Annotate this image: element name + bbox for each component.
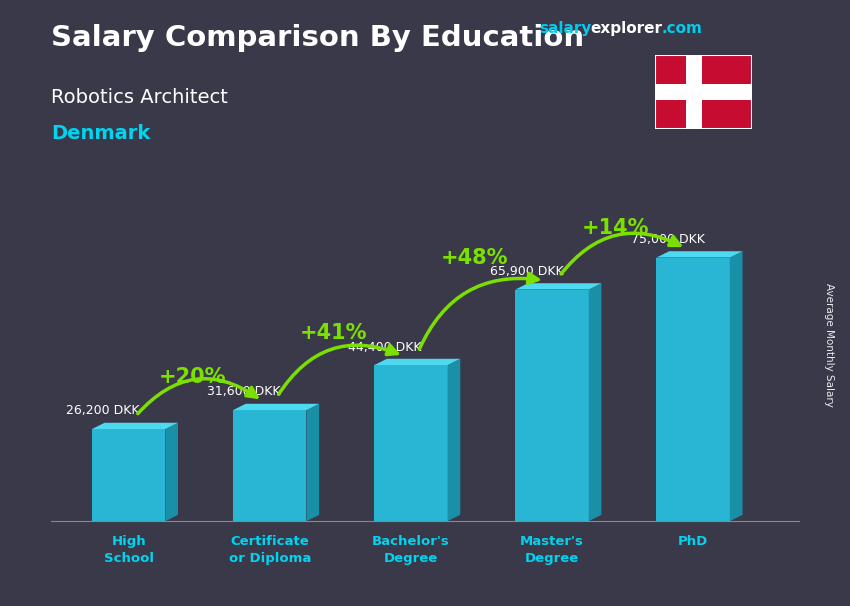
Text: Robotics Architect: Robotics Architect (51, 88, 228, 107)
Text: salary: salary (540, 21, 592, 36)
Polygon shape (233, 410, 307, 521)
Bar (654, 84, 752, 101)
Polygon shape (92, 429, 165, 521)
Text: Salary Comparison By Education: Salary Comparison By Education (51, 24, 584, 52)
Text: 65,900 DKK: 65,900 DKK (490, 265, 564, 278)
Polygon shape (233, 404, 319, 410)
Polygon shape (515, 283, 602, 290)
Text: explorer: explorer (591, 21, 663, 36)
Polygon shape (730, 251, 743, 521)
Text: Denmark: Denmark (51, 124, 150, 143)
Polygon shape (448, 359, 461, 521)
Text: Average Monthly Salary: Average Monthly Salary (824, 284, 834, 407)
FancyArrowPatch shape (419, 273, 538, 349)
Polygon shape (656, 258, 730, 521)
Text: +48%: +48% (440, 248, 508, 268)
Text: 75,000 DKK: 75,000 DKK (631, 233, 705, 246)
Bar (686, 55, 702, 130)
Polygon shape (165, 423, 178, 521)
Polygon shape (515, 290, 589, 521)
FancyArrowPatch shape (279, 345, 397, 395)
Polygon shape (92, 423, 178, 429)
Text: +14%: +14% (581, 218, 649, 238)
Text: 26,200 DKK: 26,200 DKK (66, 404, 139, 418)
Polygon shape (589, 283, 602, 521)
Polygon shape (374, 365, 448, 521)
Text: 44,400 DKK: 44,400 DKK (348, 341, 422, 353)
Text: +41%: +41% (299, 323, 367, 343)
FancyArrowPatch shape (561, 233, 680, 274)
Text: +20%: +20% (158, 367, 226, 387)
Text: .com: .com (661, 21, 702, 36)
Polygon shape (374, 359, 461, 365)
Polygon shape (656, 251, 743, 258)
Text: 31,600 DKK: 31,600 DKK (207, 385, 280, 399)
Polygon shape (307, 404, 319, 521)
FancyArrowPatch shape (138, 379, 257, 414)
